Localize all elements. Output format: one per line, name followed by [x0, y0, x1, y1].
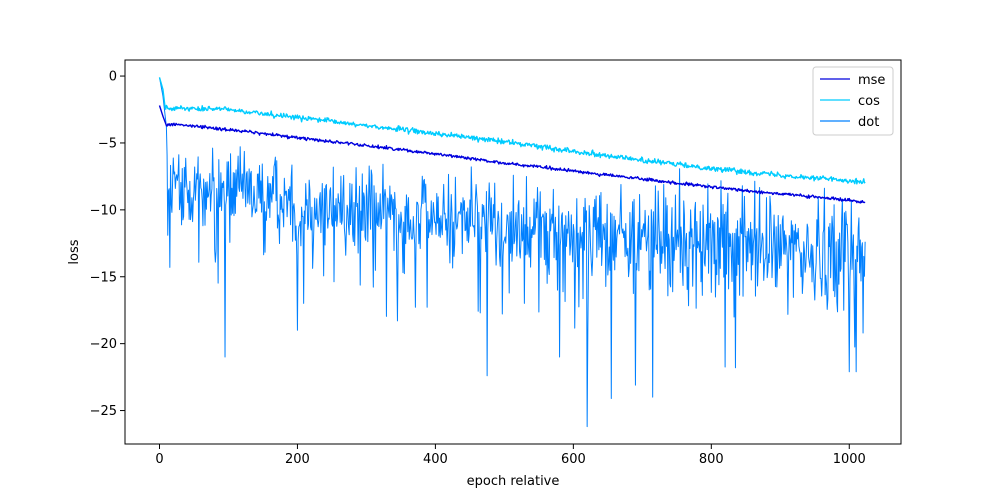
- x-tick-label: 1000: [833, 452, 866, 467]
- legend: mse cos dot: [812, 66, 894, 136]
- x-tick-label: 600: [561, 452, 586, 467]
- legend-label-dot: dot: [858, 115, 879, 130]
- x-tick-label: 400: [423, 452, 448, 467]
- legend-box: [812, 66, 894, 136]
- x-tick-label: 800: [699, 452, 724, 467]
- x-tick-label: 0: [155, 452, 163, 467]
- legend-label-mse: mse: [858, 73, 885, 88]
- plot-lines: [158, 77, 866, 428]
- y-tick-label: −15: [90, 270, 117, 285]
- y-tick-label: −5: [98, 136, 117, 151]
- plot-frame: [124, 59, 902, 445]
- y-axis-label: loss: [67, 239, 82, 264]
- y-axis-ticks: 0 −5 −10 −15 −20 −25: [90, 70, 125, 419]
- x-axis-ticks: 0 200 400 600 800 1000: [155, 444, 866, 467]
- series-line-dot: [158, 77, 866, 428]
- y-tick-label: −10: [90, 203, 117, 218]
- y-tick-label: −25: [90, 404, 117, 419]
- series-line-mse: [158, 105, 866, 204]
- legend-label-cos: cos: [858, 94, 880, 109]
- y-tick-label: 0: [109, 70, 117, 85]
- x-tick-label: 200: [285, 452, 310, 467]
- series-line-cos: [158, 77, 866, 185]
- y-tick-label: −20: [90, 337, 117, 352]
- x-axis-label: epoch relative: [467, 474, 560, 489]
